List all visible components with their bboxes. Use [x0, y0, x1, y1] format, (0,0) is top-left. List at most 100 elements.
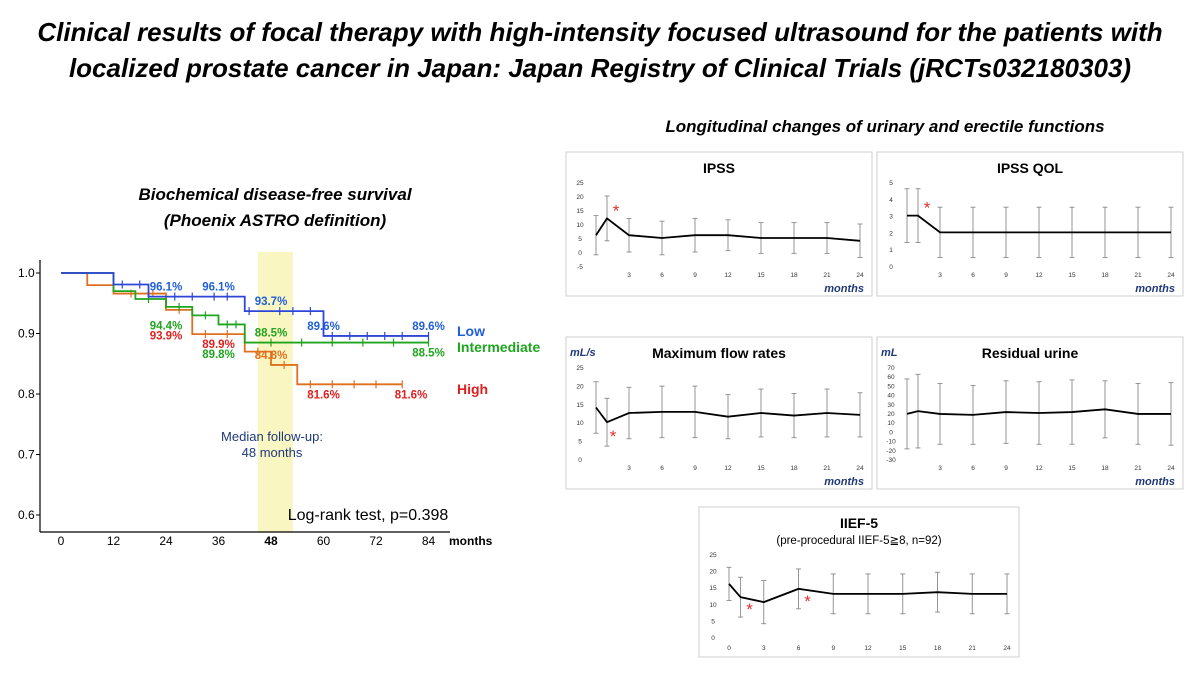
km-x-tick-label: 48 [264, 534, 278, 548]
panel-x-tick-label: 24 [1003, 645, 1011, 652]
panel-x-tick-label: 18 [790, 272, 798, 279]
panel-y-tick-label: 2 [889, 230, 893, 237]
panel-x-tick-label: 21 [1134, 272, 1142, 279]
panel-title: Residual urine [982, 345, 1079, 361]
km-value-label: 93.7% [255, 296, 288, 308]
panel-y-tick-label: 1 [889, 247, 893, 254]
panel-x-tick-label: 21 [823, 272, 831, 279]
km-y-tick-label: 0.7 [18, 448, 35, 462]
panel-y-tick-label: 30 [887, 402, 895, 409]
panel-y-tick-label: 4 [889, 197, 893, 204]
km-median-note-line2: 48 months [242, 445, 303, 460]
km-median-note-line1: Median follow-up: [221, 429, 323, 444]
panel-x-tick-label: 3 [938, 465, 942, 472]
km-value-label: 89.6% [307, 321, 340, 333]
km-x-tick-label: 12 [107, 534, 121, 548]
panel-x-tick-label: 15 [757, 272, 765, 279]
panel-x-tick-label: 0 [727, 645, 731, 652]
panel-y-tick-label: -10 [886, 439, 896, 446]
panel-y-tick-label: 15 [709, 585, 717, 592]
km-value-label: 89.9% [202, 339, 235, 351]
panel-x-tick-label: 12 [1035, 465, 1043, 472]
panel-y-tick-label: 0 [578, 250, 582, 257]
panel-title: Maximum flow rates [652, 345, 786, 361]
panel-unit: mL/s [570, 347, 596, 359]
panel-x-tick-label: 24 [856, 272, 864, 279]
panel-x-tick-label: 21 [1134, 465, 1142, 472]
panel-x-tick-label: 21 [823, 465, 831, 472]
panel-x-tick-label: 3 [938, 272, 942, 279]
km-chart: Biochemical disease-free survival (Phoeni… [18, 185, 540, 548]
panel-iief5: IIEF-5 (pre-procedural IIEF-5≧8, n=92) 0 5 1… [698, 506, 1020, 658]
panel-x-tick-label: 15 [1068, 272, 1076, 279]
km-value-label: 89.8% [202, 349, 235, 361]
figure-title: Clinical results of focal therapy with h… [0, 14, 1200, 86]
panel-y-tick-label: 25 [576, 365, 584, 372]
panel-y-tick-label: 10 [709, 602, 717, 609]
functions-heading: Longitudinal changes of urinary and erec… [665, 117, 1104, 136]
panel-mean-line [907, 214, 1171, 234]
panel-x-tick-label: 12 [724, 272, 732, 279]
km-logrank-text: Log-rank test, p=0.398 [288, 507, 449, 524]
panel-mean-line [595, 217, 861, 242]
km-value-label: 88.5% [412, 348, 445, 360]
km-value-label: 96.1% [202, 282, 235, 294]
panel-y-tick-label: 70 [887, 365, 895, 372]
panel-y-tick-label: 20 [709, 569, 717, 576]
km-y-tick-label: 1.0 [18, 266, 35, 280]
significance-asterisk: * [804, 592, 811, 611]
panel-x-tick-label: 24 [856, 465, 864, 472]
km-title-line1: Biochemical disease-free survival [138, 185, 412, 204]
panel-x-tick-label: 12 [724, 465, 732, 472]
panel-ipss: IPSS -5 0 5 10 15 20 25 3 6 9 12 15 18 21 24 months * [565, 151, 873, 297]
panel-x-tick-label: 6 [660, 272, 664, 279]
panel-x-tick-label: 9 [693, 465, 697, 472]
panel-y-tick-label: 25 [576, 180, 584, 187]
panel-y-tick-label: 0 [889, 264, 893, 271]
significance-asterisk: * [610, 427, 617, 446]
panel-x-tick-label: 6 [971, 465, 975, 472]
km-x-tick-label: 72 [369, 534, 383, 548]
panel-x-axis-label: months [1135, 476, 1175, 488]
panel-x-tick-label: 3 [762, 645, 766, 652]
km-value-label: 81.6% [307, 389, 340, 401]
panel-y-tick-label: 60 [887, 374, 895, 381]
panel-x-tick-label: 9 [1004, 465, 1008, 472]
panel-y-tick-label: 0 [578, 457, 582, 464]
km-value-label: 93.9% [150, 331, 183, 343]
panel-subtitle: (pre-procedural IIEF-5≧8, n=92) [776, 535, 941, 547]
panel-y-tick-label: 5 [889, 180, 893, 187]
panel-y-tick-label: 10 [576, 222, 584, 229]
panel-x-tick-label: 12 [1035, 272, 1043, 279]
panel-x-axis-label: months [824, 476, 864, 488]
km-value-label: 88.5% [255, 328, 288, 340]
figure-title-line2: localized prostate cancer in Japan: Japa… [68, 53, 1132, 83]
panel-x-tick-label: 15 [1068, 465, 1076, 472]
panel-x-tick-label: 12 [864, 645, 872, 652]
significance-asterisk: * [613, 201, 620, 220]
km-value-label: 96.1% [150, 282, 183, 294]
panel-x-tick-label: 21 [969, 645, 977, 652]
panel-y-tick-label: -20 [886, 448, 896, 455]
panel-x-tick-label: 9 [693, 272, 697, 279]
panel-y-tick-label: 3 [889, 214, 893, 221]
panel-x-tick-label: 3 [627, 272, 631, 279]
panel-y-tick-label: 15 [576, 208, 584, 215]
km-legend-low: Low [457, 323, 485, 339]
panel-x-tick-label: 9 [831, 645, 835, 652]
panel-max_flow: Maximum flow rates mL/s 0 5 10 15 20 25 3 6 9 12 15 1… [565, 336, 873, 490]
panel-x-tick-label: 15 [899, 645, 907, 652]
panel-x-tick-label: 18 [1101, 272, 1109, 279]
km-value-label: 81.6% [395, 389, 428, 401]
panel-y-tick-label: 40 [887, 393, 895, 400]
km-y-tick-label: 0.6 [18, 508, 35, 522]
significance-asterisk: * [746, 600, 753, 619]
km-legend-intermediate: Intermediate [457, 339, 540, 355]
panel-mean-line [906, 408, 1171, 416]
km-legend-high: High [457, 381, 488, 397]
km-followup-highlight [257, 252, 293, 532]
km-x-axis-label: months [449, 534, 493, 548]
panel-y-tick-label: 20 [887, 411, 895, 418]
